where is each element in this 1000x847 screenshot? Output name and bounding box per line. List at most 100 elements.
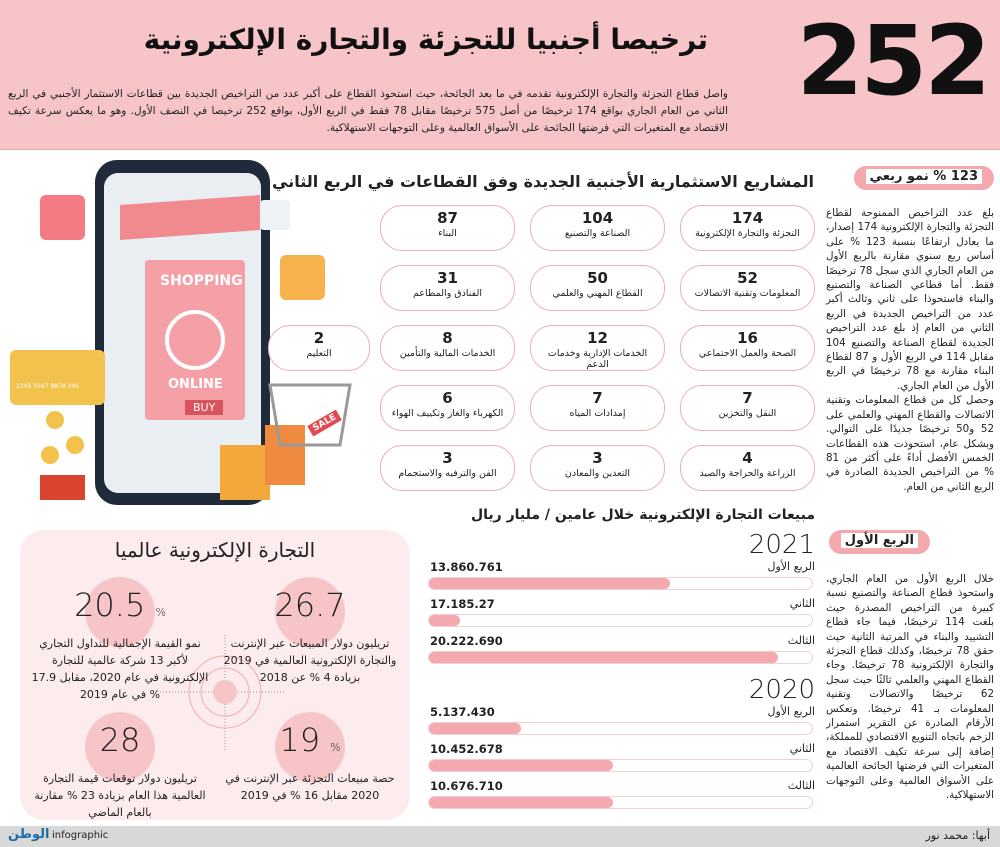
category-label: الربع الأول	[767, 705, 815, 718]
category-label: الثاني	[789, 742, 815, 755]
sector-value: 8	[442, 329, 453, 347]
sector-card: 31 الفنادق والمطاعم	[380, 265, 515, 311]
sector-value: 12	[587, 329, 608, 347]
bar-value-label: 10.676.710	[430, 779, 503, 793]
bar-value-label: 20.222.690	[430, 634, 503, 648]
sector-value: 31	[437, 269, 458, 287]
target-rings-icon	[160, 635, 285, 750]
bar	[429, 797, 613, 808]
stat-circle	[275, 712, 345, 782]
sector-card: 8 الخدمات المالية والتأمين	[380, 325, 515, 371]
bar	[429, 723, 521, 734]
bar-track	[428, 577, 813, 590]
online-sign: ONLINE	[168, 377, 223, 392]
stat-text: تريليون دولار توقعات قيمة التجارة العالم…	[34, 772, 206, 819]
category-label: الثالث	[787, 779, 815, 792]
stat-value: 20.5	[74, 586, 146, 624]
sales-chart-title: مبيعات التجارة الإلكترونية خلال عامين / …	[470, 507, 815, 523]
bar	[429, 578, 671, 589]
sector-card: 7 إمدادات المياه	[530, 385, 665, 431]
bar-track	[428, 796, 813, 809]
sector-value: 52	[737, 269, 758, 287]
sector-value: 16	[737, 329, 758, 347]
sector-value: 7	[742, 389, 753, 407]
headline-number: 252	[796, 5, 991, 117]
stat-circle	[85, 712, 155, 782]
credit-card-number: 2345 5567 8878 345	[16, 383, 79, 390]
bar	[429, 652, 778, 663]
sector-label: الصناعة والتصنيع	[564, 228, 631, 239]
sector-card: 12 الخدمات الإدارية وخدمات الدعم	[530, 325, 665, 371]
sector-label: المعلومات وتقنية الاتصالات	[694, 288, 801, 299]
sidebar-text-2: خلال الربع الأول من العام الجاري، واستحو…	[826, 573, 994, 802]
sector-card: 174 التجزئة والتجارة الإلكترونية	[680, 205, 815, 251]
global-ecommerce-panel: التجارة الإلكترونية عالميا 26.7 تريليون د…	[20, 530, 410, 820]
bar-track	[428, 759, 813, 772]
sector-label: الخدمات الإدارية وخدمات الدعم	[547, 348, 648, 370]
sector-label: الصحة والعمل الاجتماعي	[698, 348, 797, 359]
sector-label: التعليم	[306, 348, 332, 359]
bar-track	[428, 722, 813, 735]
sector-card: 2 التعليم	[268, 325, 370, 371]
sector-label: الفن والترفيه والاستجمام	[398, 468, 497, 479]
sector-card: 50 القطاع المهني والعلمي	[530, 265, 665, 311]
stat-unit: %	[155, 606, 166, 619]
badge-label: 123 % نمو ربعي	[865, 169, 982, 184]
stat-circle	[275, 577, 345, 647]
stat-text: تريليون دولار المبيعات عبر الإنترنت والت…	[223, 637, 397, 684]
stat-value: 28	[99, 721, 141, 759]
stat-value: 26.7	[274, 586, 346, 624]
global-title: التجارة الإلكترونية عالميا	[114, 538, 316, 562]
first-quarter-badge: الربع الأول	[828, 530, 930, 554]
sector-value: 3	[592, 449, 603, 467]
logo: الوطن	[8, 827, 50, 842]
author-credit: أبها: محمد نور	[925, 829, 990, 842]
sector-value: 7	[592, 389, 603, 407]
sector-label: الكهرباء والغاز وتكييف الهواء	[391, 408, 504, 419]
shopping-illustration: SHOPPING ONLINE BUY SALE 2345 5567 8878 …	[10, 155, 370, 520]
sector-card: 52 المعلومات وتقنية الاتصالات	[680, 265, 815, 311]
sector-value: 104	[581, 209, 614, 227]
sector-card: 3 الفن والترفيه والاستجمام	[380, 445, 515, 491]
global-stat: 26.7 تريليون دولار المبيعات عبر الإنترنت …	[220, 577, 400, 686]
sector-value: 2	[313, 329, 325, 347]
sector-value: 4	[742, 449, 753, 467]
stat-text: حصة مبيعات التجزئة عبر الإنترنت في 2020 …	[225, 772, 395, 802]
bar-value-label: 17.185.27	[430, 597, 495, 611]
sector-label: القطاع المهني والعلمي	[552, 288, 643, 299]
sector-value: 87	[437, 209, 458, 227]
badge-label: الربع الأول	[840, 533, 918, 548]
global-stat: % 19 حصة مبيعات التجزئة عبر الإنترنت في 2…	[220, 712, 400, 804]
bar-track	[428, 614, 813, 627]
sector-value: 3	[442, 449, 453, 467]
sector-card: 3 التعدين والمعادن	[530, 445, 665, 491]
bar-value-label: 13.860.761	[430, 560, 503, 574]
bar-value-label: 10.452.678	[430, 742, 503, 756]
sector-value: 174	[731, 209, 764, 227]
stat-unit: %	[330, 741, 341, 754]
bar	[429, 615, 460, 626]
buy-button-graphic: BUY	[185, 400, 224, 415]
category-label: الثاني	[789, 597, 815, 610]
paragraph: بلغ عدد التراخيص الممنوحة لقطاع التجزئة …	[825, 207, 994, 392]
bar-value-label: 5.137.430	[430, 705, 495, 719]
sector-label: الزراعة والحراجة والصيد	[699, 468, 796, 479]
bar-track	[428, 651, 813, 664]
sidebar-text-1: بلغ عدد التراخيص الممنوحة لقطاع التجزئة …	[826, 206, 994, 494]
sector-label: إمدادات المياه	[569, 408, 626, 419]
sector-label: الفنادق والمطاعم	[412, 288, 482, 299]
sector-value: 50	[587, 269, 608, 287]
stat-circle	[85, 577, 155, 647]
sector-card: 104 الصناعة والتصنيع	[530, 205, 665, 251]
category-label: الثالث	[787, 634, 815, 647]
sector-label: التجزئة والتجارة الإلكترونية	[695, 228, 800, 239]
headline-title: ترخيصا أجنبيا للتجزئة والتجارة الإلكترون…	[143, 23, 708, 56]
sectors-title: المشاريع الاستثمارية الأجنبية الجديدة وف…	[272, 172, 814, 191]
footer: أبها: محمد نور الوطن infographic	[0, 826, 1000, 847]
paragraph: وحصل كل من قطاع المعلومات وتقنية الاتصال…	[826, 394, 994, 493]
sector-card: 7 النقل والتخزين	[680, 385, 815, 431]
sector-label: النقل والتخزين	[718, 408, 777, 419]
sector-card: 87 البناء	[380, 205, 515, 251]
sector-label: الخدمات المالية والتأمين	[399, 348, 496, 359]
sector-value: 6	[442, 389, 453, 407]
